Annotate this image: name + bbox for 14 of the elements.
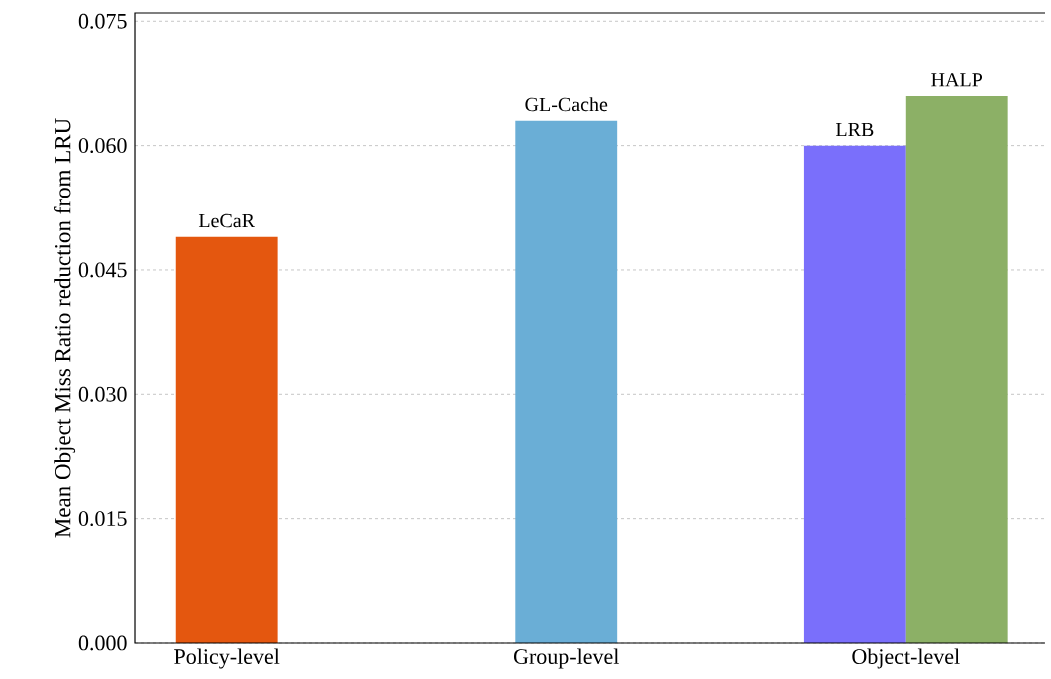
y-tick-label: 0.015 <box>78 511 127 527</box>
x-tick-label: Policy-level <box>174 648 280 669</box>
y-tick-label: 0.045 <box>78 262 127 278</box>
y-tick-label: 0.060 <box>78 138 127 154</box>
y-axis-title: Mean Object Miss Ratio reduction from LRU <box>54 118 76 538</box>
x-tick-label: Group-level <box>514 648 619 669</box>
x-tick-label: Object-level <box>852 648 960 669</box>
y-tick-label: 0.000 <box>78 635 127 651</box>
series-label: LRB <box>835 122 874 137</box>
y-tick-label: 0.030 <box>78 386 127 402</box>
y-tick-label: 0.075 <box>78 13 127 29</box>
series-label: HALP <box>931 73 983 87</box>
series-label: LeCaR <box>198 213 255 228</box>
series-label: GL-Cache <box>525 97 608 112</box>
